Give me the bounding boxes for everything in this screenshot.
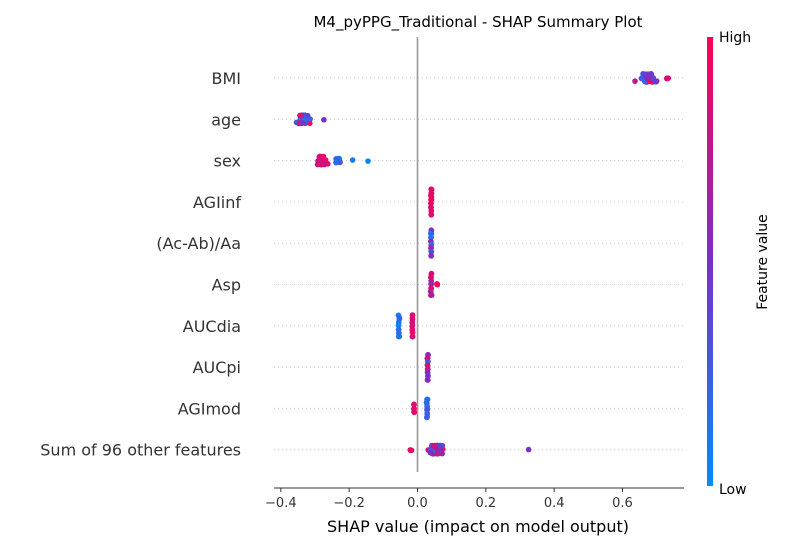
- shap-point: [307, 120, 313, 127]
- shap-point: [641, 71, 648, 78]
- shap-point: [298, 112, 304, 119]
- shap-point: [411, 401, 417, 408]
- feature-label: AGIinf: [193, 193, 241, 212]
- x-tick-label: 0.4: [544, 496, 565, 511]
- feature-label: AGImod: [178, 399, 241, 418]
- shap-point: [525, 446, 532, 453]
- x-tick-label: −0.4: [265, 496, 297, 511]
- shap-point: [409, 329, 416, 336]
- shap-point: [664, 75, 671, 81]
- shap-point: [436, 447, 443, 453]
- feature-labels: BMI age sex AGIinf (Ac-Ab)/Aa Asp AUCdia AUCpi A…: [40, 69, 241, 460]
- feature-label: AUCdia: [183, 317, 241, 336]
- colorbar-gradient: [707, 37, 713, 486]
- shap-point: [428, 281, 434, 287]
- shap-point: [632, 78, 638, 84]
- shap-point: [428, 252, 435, 259]
- x-tick-label: −0.2: [333, 496, 365, 511]
- x-ticks: −0.4 −0.2 0.0 0.2 0.4 0.6: [265, 488, 633, 511]
- shap-point: [425, 377, 431, 383]
- shap-point: [321, 117, 327, 123]
- feature-label: BMI: [212, 69, 242, 88]
- shap-point: [395, 322, 402, 329]
- shap-point: [409, 333, 416, 340]
- x-tick-label: 0.2: [475, 496, 496, 511]
- shap-point: [349, 157, 356, 163]
- colorbar-high-label: High: [719, 30, 751, 46]
- x-tick-label: 0.0: [407, 496, 428, 511]
- shap-point: [411, 409, 417, 415]
- shap-points: [293, 71, 672, 457]
- colorbar-low-label: Low: [719, 482, 747, 498]
- feature-label: (Ac-Ab)/Aa: [156, 234, 241, 253]
- shap-point: [304, 112, 311, 119]
- shap-point: [424, 414, 430, 420]
- colorbar-title: Feature value: [755, 214, 771, 310]
- shap-point: [650, 75, 656, 81]
- shap-point: [395, 333, 402, 340]
- x-axis: −0.4 −0.2 0.0 0.2 0.4 0.6: [265, 487, 684, 511]
- feature-row-guides: [274, 77, 684, 451]
- shap-point: [427, 450, 434, 456]
- shap-point: [365, 158, 371, 164]
- shap-point: [428, 288, 434, 295]
- shap-point: [299, 120, 305, 127]
- shap-point: [425, 373, 431, 379]
- shap-point: [396, 315, 403, 321]
- shap-point: [428, 248, 434, 255]
- shap-point: [431, 443, 438, 450]
- shap-point: [428, 200, 434, 207]
- shap-point: [408, 447, 415, 454]
- shap-point: [337, 159, 343, 165]
- shap-point: [434, 281, 440, 287]
- shap-point: [428, 234, 434, 240]
- feature-label: Sum of 96 other features: [40, 441, 241, 460]
- shap-point: [425, 358, 431, 365]
- x-axis-label: SHAP value (impact on model output): [327, 517, 629, 536]
- feature-label: sex: [214, 152, 241, 171]
- feature-label: Asp: [212, 276, 241, 295]
- shap-point: [428, 211, 435, 218]
- colorbar: High Low Feature value: [707, 30, 771, 498]
- shap-point: [428, 292, 434, 298]
- shap-point: [333, 159, 339, 166]
- x-tick-label: 0.6: [612, 496, 633, 511]
- shap-point: [409, 322, 416, 329]
- chart-title: M4_pyPPG_Traditional - SHAP Summary Plot: [313, 13, 642, 32]
- shap-point: [325, 161, 331, 167]
- feature-label: age: [211, 110, 241, 129]
- shap-point: [317, 157, 324, 164]
- shap-point: [428, 193, 434, 199]
- feature-label: AUCpi: [193, 358, 241, 377]
- shap-point: [437, 442, 443, 449]
